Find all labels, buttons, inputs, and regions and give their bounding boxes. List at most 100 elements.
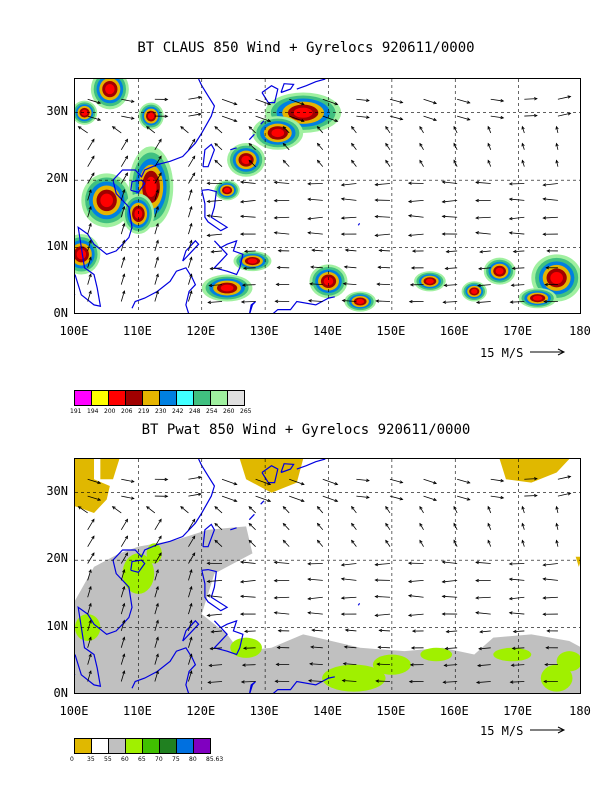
wind-vector-head (209, 646, 214, 651)
wind-vector-head (91, 172, 95, 177)
pwat-area-60-65 (556, 651, 580, 672)
wind-vector (214, 540, 223, 547)
wind-vector-head (91, 518, 95, 523)
wind-vector (208, 301, 223, 303)
wind-vector (308, 578, 323, 581)
wind-vector-head (164, 494, 169, 498)
cloud-contour (471, 288, 478, 294)
wind-vector-head (282, 159, 287, 164)
cloud-contour (356, 298, 365, 305)
wind-vector (210, 267, 223, 270)
wind-vector (188, 206, 192, 218)
wind-vector-head (122, 222, 126, 227)
wind-vector-head (276, 645, 281, 650)
wind-vector-head (377, 645, 382, 649)
wind-vector (341, 563, 357, 566)
wind-vector-head (385, 125, 389, 130)
wind-vector-head (243, 629, 248, 633)
wind-vector-head (206, 181, 211, 185)
wind-vector-head (307, 611, 312, 615)
wind-vector-head (375, 679, 380, 683)
coastline-segment (201, 188, 229, 232)
wind-vector (121, 115, 134, 120)
wind-vector (510, 681, 525, 683)
coastline-segment (280, 83, 295, 94)
wind-vector-head (479, 630, 483, 634)
wind-vector (240, 199, 256, 203)
wind-vector-head (545, 646, 550, 650)
coastline-segment (213, 239, 244, 276)
wind-vector-head (300, 102, 305, 106)
wind-vector-head (248, 506, 253, 510)
wind-vector-head (419, 522, 423, 527)
wind-vector-head (475, 198, 479, 203)
wind-vector-head (124, 518, 129, 523)
wind-vector (521, 506, 525, 514)
wind-vector (207, 579, 223, 582)
wind-vector (457, 495, 470, 501)
wind-vector (188, 290, 192, 302)
wind-vector (375, 216, 390, 218)
wind-vector-head (419, 539, 423, 544)
cloud-contour (147, 112, 155, 120)
wind-vector (476, 681, 491, 683)
wind-vector (188, 113, 202, 117)
wind-vector (255, 495, 271, 502)
wind-vector (283, 540, 290, 547)
wind-vector (543, 596, 558, 599)
wind-vector (274, 612, 290, 615)
wind-vector (188, 603, 192, 615)
wind-vector-head (267, 118, 272, 123)
coastline-segment (130, 559, 146, 573)
wind-vector (312, 249, 323, 252)
wind-vector-head (508, 231, 513, 235)
lon-tick-label: 140E (313, 324, 342, 338)
wind-vector-head (233, 482, 238, 486)
wind-vector (351, 540, 357, 547)
colorbar-swatch (159, 738, 177, 754)
wind-vector (487, 506, 492, 514)
wind-vector-head (487, 125, 491, 130)
wind-vector-head (453, 539, 457, 544)
coastline-segment (260, 500, 265, 505)
wind-vector-head (475, 560, 479, 565)
coastline-segment (75, 79, 216, 307)
wind-vector (87, 189, 92, 201)
wind-vector (112, 506, 122, 514)
wind-vector (274, 181, 290, 184)
wind-vector-head (198, 95, 202, 100)
wind-vector-head (233, 102, 238, 106)
lon-tick-label: 130E (249, 324, 279, 338)
wind-vector-head (442, 680, 447, 684)
wind-vector-head (385, 142, 389, 147)
wind-vector-head (366, 115, 370, 119)
wind-vector-head (441, 200, 446, 204)
wind-vector-head (155, 670, 159, 675)
wind-vector-head (192, 172, 196, 177)
wind-vector-head (239, 232, 244, 236)
wind-vector (322, 495, 338, 502)
colorbar-swatch (108, 738, 126, 754)
wind-vector (154, 670, 159, 682)
wind-vector-head (130, 496, 135, 500)
wind-vector (476, 216, 491, 219)
wind-vector (188, 620, 192, 632)
wind-vector-head (509, 300, 514, 304)
wind-vector-head (419, 159, 423, 164)
wind-vector-head (546, 249, 551, 253)
claus-map-panel (74, 78, 581, 314)
wind-vector-head (475, 216, 479, 220)
wind-vector-head (419, 505, 423, 510)
wind-vector (524, 495, 537, 497)
wind-vector-head (542, 563, 547, 567)
wind-vector (376, 300, 390, 302)
wind-vector (408, 199, 424, 203)
wind-vector-head (521, 125, 525, 130)
wind-vector (317, 540, 324, 547)
wind-vector (375, 183, 391, 186)
wind-vector-head (282, 539, 287, 544)
wind-vector-head (511, 266, 516, 271)
wind-vector (556, 126, 559, 134)
wind-vector-head (374, 562, 379, 567)
wind-vector-head (316, 505, 321, 510)
